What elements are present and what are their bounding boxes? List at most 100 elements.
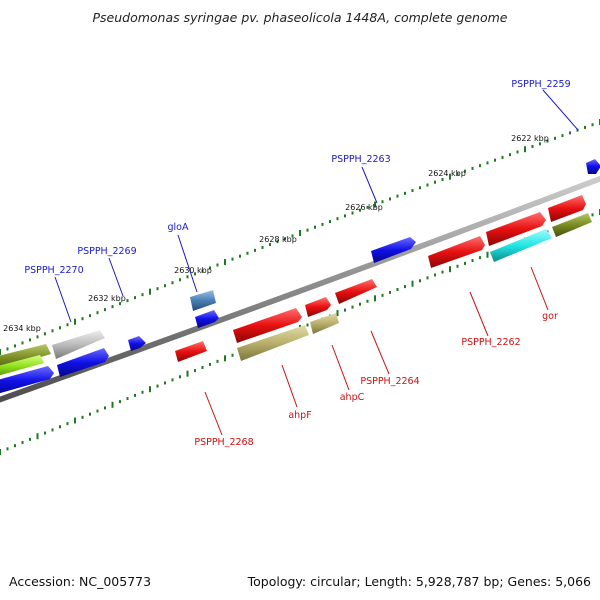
gene-label-forward[interactable]: PSPPH_2269	[77, 246, 136, 257]
tick-label: 2622 kbp	[511, 134, 549, 143]
minor-tick	[96, 311, 99, 315]
gene-arrow[interactable]	[0, 366, 54, 396]
major-tick	[111, 401, 114, 408]
minor-tick	[531, 144, 534, 148]
gene-arrow[interactable]	[335, 279, 377, 304]
minor-tick	[381, 293, 384, 297]
gene-arrow[interactable]	[190, 290, 216, 311]
gene-arrow[interactable]	[586, 159, 600, 174]
minor-tick	[584, 125, 586, 129]
minor-tick	[254, 248, 256, 252]
gene-arrow[interactable]	[305, 297, 331, 317]
minor-tick	[501, 155, 504, 159]
minor-tick	[201, 366, 204, 370]
gene-label-reverse[interactable]: PSPPH_2262	[461, 337, 520, 348]
gene-arrow[interactable]	[0, 355, 44, 378]
gene-arrow[interactable]	[490, 229, 552, 262]
gene-arrow[interactable]	[237, 325, 309, 361]
gene-label-forward[interactable]: gloA	[168, 222, 189, 233]
minor-tick	[156, 384, 159, 388]
minor-tick	[344, 308, 346, 312]
minor-tick	[179, 375, 181, 379]
minor-tick	[591, 123, 594, 127]
minor-tick	[119, 400, 121, 404]
minor-tick	[96, 409, 99, 413]
major-tick	[149, 386, 151, 393]
minor-tick	[396, 288, 399, 292]
major-tick	[449, 173, 451, 180]
minor-tick	[426, 276, 429, 280]
gene-arrow[interactable]	[128, 336, 146, 351]
gene-label-forward[interactable]: PSPPH_2263	[331, 154, 390, 165]
minor-tick	[179, 278, 181, 282]
minor-tick	[164, 381, 166, 385]
minor-tick	[389, 197, 391, 201]
gene-arrow[interactable]	[52, 330, 105, 359]
minor-tick	[546, 139, 549, 143]
minor-tick	[59, 425, 61, 429]
minor-tick	[29, 437, 31, 441]
minor-tick	[389, 290, 391, 294]
minor-tick	[126, 299, 129, 303]
minor-tick	[89, 314, 91, 318]
gene-arrow[interactable]	[486, 212, 546, 246]
gene-arrow[interactable]	[548, 195, 586, 222]
minor-tick	[231, 257, 234, 261]
minor-tick	[66, 323, 69, 327]
minor-tick	[366, 205, 369, 209]
gene-arrow[interactable]	[371, 237, 416, 263]
minor-tick	[479, 164, 481, 168]
minor-tick	[419, 279, 421, 283]
minor-tick	[329, 220, 331, 224]
gene-label-forward[interactable]: PSPPH_2259	[511, 79, 570, 90]
minor-tick	[464, 261, 466, 265]
gene-arrow[interactable]	[428, 236, 485, 268]
ruler-labels: 2622 kbp 2624 kbp 2626 kbp 2628 kbp 2630…	[3, 134, 549, 333]
gene-label-reverse[interactable]: ahpC	[340, 392, 365, 403]
minor-tick	[321, 222, 324, 226]
minor-tick	[276, 240, 279, 244]
minor-tick	[306, 323, 309, 327]
minor-tick	[434, 273, 436, 277]
minor-tick	[126, 397, 129, 401]
gene-arrow[interactable]	[233, 308, 302, 343]
minor-tick	[471, 166, 474, 170]
gene-arrow[interactable]	[175, 341, 207, 362]
minor-tick	[36, 335, 39, 339]
minor-tick	[81, 317, 84, 321]
major-tick	[336, 310, 339, 317]
minor-tick	[246, 251, 249, 255]
minor-tick	[6, 447, 9, 451]
major-tick	[74, 318, 76, 325]
minor-tick	[156, 287, 159, 291]
minor-tick	[419, 186, 421, 190]
gene-label-reverse[interactable]: gor	[542, 311, 558, 322]
minor-tick	[51, 329, 54, 333]
minor-tick	[209, 362, 211, 366]
tick-label: 2634 kbp	[3, 324, 41, 333]
gene-arrow[interactable]	[57, 348, 109, 377]
minor-tick	[59, 326, 61, 330]
gene-label-reverse[interactable]: PSPPH_2264	[360, 376, 419, 387]
gene-label-reverse[interactable]: ahpF	[288, 410, 311, 421]
gene-label-forward[interactable]: PSPPH_2270	[24, 265, 83, 276]
minor-tick	[494, 158, 496, 162]
gene-label-reverse[interactable]: PSPPH_2268	[194, 437, 253, 448]
gene-arrow[interactable]	[310, 313, 339, 334]
minor-tick	[141, 390, 144, 394]
minor-tick	[344, 214, 346, 218]
minor-tick	[201, 269, 204, 273]
gene-arrow[interactable]	[552, 213, 592, 237]
major-tick	[0, 449, 1, 455]
major-tick	[0, 349, 1, 355]
minor-tick	[284, 237, 286, 241]
major-tick	[224, 355, 226, 362]
minor-tick	[21, 441, 24, 445]
major-tick	[449, 266, 451, 273]
gene-arrow[interactable]	[195, 310, 219, 328]
minor-tick	[591, 213, 594, 217]
minor-tick	[231, 353, 234, 357]
minor-tick	[104, 308, 106, 312]
minor-tick	[569, 131, 571, 135]
